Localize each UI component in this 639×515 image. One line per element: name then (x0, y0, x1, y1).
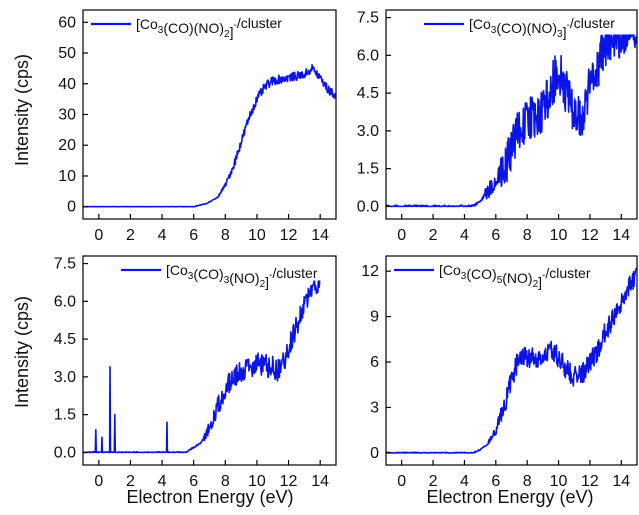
x-tick-label: 2 (126, 473, 135, 490)
plot-frame (385, 255, 638, 466)
legend: [Co3(CO)(NO)3]-/cluster (424, 15, 615, 40)
x-tick-label: 6 (189, 473, 198, 490)
y-tick-label: 6.0 (357, 47, 379, 64)
x-axis-title-right: Electron Energy (eV) (426, 487, 593, 507)
y-tick-label: 4.5 (54, 331, 76, 348)
x-tick-label: 4 (158, 473, 167, 490)
y-tick-label: 50 (58, 45, 76, 62)
x-tick-label: 4 (460, 227, 469, 244)
y-tick-label: 6.0 (54, 293, 76, 310)
data-series-line (386, 267, 637, 454)
y-tick-label: 3.0 (54, 369, 76, 386)
x-tick-label: 2 (126, 227, 135, 244)
chart-panel-bottom-right: 0 2 4 6 8 10 12 14 0 3 6 9 12 [Co3(CO)5(NO)2]-/cluste… (361, 255, 638, 490)
data-series-line (386, 34, 637, 208)
x-tick-label: 6 (189, 227, 198, 244)
x-tick-label: 2 (429, 227, 438, 244)
x-tick-label: 12 (581, 473, 599, 490)
x-tick-label: 8 (221, 473, 230, 490)
x-tick-label: 6 (491, 473, 500, 490)
y-tick-label: 0.0 (54, 444, 76, 461)
x-tick-label: 4 (158, 227, 167, 244)
y-tick-label: 30 (58, 107, 76, 124)
x-tick-label: 0 (94, 227, 103, 244)
y-tick-label: 3 (370, 399, 379, 416)
y-tick-label: 6 (370, 354, 379, 371)
x-tick-label: 6 (491, 227, 500, 244)
y-tick-label: 1.5 (357, 161, 379, 178)
y-tick-label: 7.5 (54, 256, 76, 273)
x-tick-label: 0 (94, 473, 103, 490)
y-tick-label: 9 (370, 309, 379, 326)
y-tick-label: 20 (58, 137, 76, 154)
x-axis-title-left: Electron Energy (eV) (126, 487, 293, 507)
y-tick-label: 60 (58, 14, 76, 31)
x-tick-label: 2 (429, 473, 438, 490)
y-tick-label: 0.0 (357, 198, 379, 215)
x-tick-label: 14 (612, 227, 630, 244)
legend: [Co3(CO)5(NO)2]-/cluster (394, 262, 591, 290)
x-tick-label: 10 (550, 227, 568, 244)
x-tick-label: 0 (397, 473, 406, 490)
x-tick-label: 8 (523, 227, 532, 244)
y-tick-label: 3.0 (357, 123, 379, 140)
data-series-line (83, 64, 336, 208)
y-tick-label: 1.5 (54, 407, 76, 424)
x-tick-label: 14 (311, 227, 329, 244)
y-axis-title-top: Intensity (cps) (12, 54, 32, 166)
y-axis-title-bottom: Intensity (cps) (12, 296, 32, 408)
x-tick-label: 10 (550, 473, 568, 490)
y-tick-label: 7.5 (357, 10, 379, 27)
legend: [Co3(CO)3(NO)2]-/cluster (121, 262, 318, 290)
legend-label: [Co3(CO)(NO)3]-/cluster (469, 15, 615, 40)
x-tick-label: 10 (248, 227, 266, 244)
x-tick-label: 14 (612, 473, 630, 490)
chart-panel-bottom-left: 0 2 4 6 8 10 12 14 0.0 1.5 3.0 4.5 6.0 7.5 [Co3(CO)3(N… (54, 255, 337, 490)
x-tick-label: 8 (523, 473, 532, 490)
x-tick-label: 14 (311, 473, 329, 490)
legend-label: [Co3(CO)3(NO)2]-/cluster (166, 262, 318, 290)
y-tick-label: 4.5 (357, 85, 379, 102)
y-tick-label: 12 (361, 263, 379, 280)
x-tick-label: 12 (581, 227, 599, 244)
y-tick-label: 0 (370, 445, 379, 462)
x-tick-label: 8 (221, 227, 230, 244)
plot-frame (385, 9, 638, 220)
data-series-line (83, 280, 321, 454)
legend: [Co3(CO)(NO)2]-/cluster (91, 15, 282, 40)
x-tick-label: 0 (397, 227, 406, 244)
chart-panel-top-left: 0 2 4 6 8 10 12 14 0 10 20 30 40 50 60 [Co3(CO)(NO)2]-/… (58, 9, 337, 244)
y-tick-label: 10 (58, 168, 76, 185)
chart-panel-top-right: 0 2 4 6 8 10 12 14 0.0 1.5 3.0 4.5 6.0 7.5 [Co3(CO)(NO… (357, 9, 638, 244)
y-tick-label: 40 (58, 76, 76, 93)
x-tick-label: 12 (280, 473, 298, 490)
plot-frame (82, 255, 337, 466)
legend-label: [Co3(CO)5(NO)2]-/cluster (439, 262, 591, 290)
legend-label: [Co3(CO)(NO)2]-/cluster (136, 15, 282, 40)
x-tick-label: 10 (248, 473, 266, 490)
x-tick-label: 4 (460, 473, 469, 490)
x-tick-label: 12 (280, 227, 298, 244)
y-tick-label: 0 (67, 199, 76, 216)
